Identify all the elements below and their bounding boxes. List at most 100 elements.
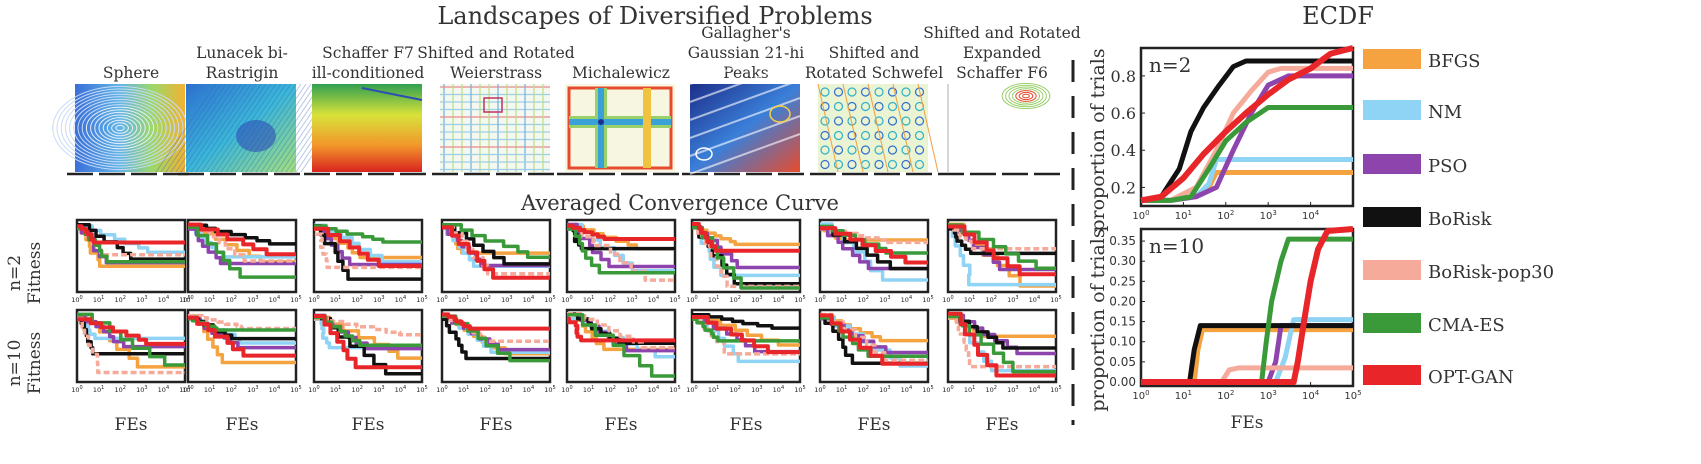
landscape-title-line: Shifted and Rotated (923, 24, 1080, 42)
curve-borisk-pop30-gallagher-contour-row1 (692, 223, 800, 289)
convergence-panel-schaffer-f6-contour-row2: 100 101 102 103 104 105 (942, 308, 1062, 394)
ecdf-section: n=2 0.2 0.4 0.6 0.8 100 101 102 103 104 n=10 0.00 0.… (1109, 45, 1362, 433)
curve-opt-gan-schwefel-contour-row1 (820, 226, 928, 265)
convergence-xtick-label: 100 (686, 385, 697, 394)
convergence-xtick-label: 105 (290, 385, 301, 394)
convergence-xtick-label: 101 (708, 385, 719, 394)
ecdf-ytick-label: 0.05 (1109, 355, 1136, 369)
ecdf-ytick-label: 0.4 (1111, 141, 1136, 160)
convergence-xtick-label: 100 (308, 385, 319, 394)
convergence-xtick-label: 104 (773, 385, 784, 394)
landscape-title-line: Sphere (103, 64, 159, 82)
ecdf-xlabel: FEs (1231, 413, 1264, 433)
convergence-xtick-label: 101 (93, 385, 104, 394)
landscape-schaffer-contour: Schaffer F7 ill-conditioned (304, 44, 428, 176)
convergence-xlabel: FEs (226, 415, 259, 435)
curve-opt-gan-schwefel-contour-row2 (820, 313, 928, 366)
landscape-title-line: ill-conditioned (312, 64, 425, 82)
ecdf-ylabel-bottom: proportion of trials (1087, 228, 1109, 411)
ecdf-xtick-label: 104 (1302, 389, 1320, 402)
curve-borisk-weierstrass-contour-row2 (442, 317, 550, 361)
convergence-panel-schaffer-contour-row1: 100 101 102 103 104 105 (308, 218, 428, 304)
convergence-xtick-label: 101 (708, 295, 719, 304)
landscape-title-line: Gallagher's (701, 24, 791, 42)
convergence-xtick-label: 104 (395, 295, 406, 304)
convergence-xtick-label: 100 (308, 295, 319, 304)
convergence-xtick-label: 103 (879, 385, 890, 394)
ecdf-series-cma-es (1141, 105, 1353, 203)
row-label-n2: n=2 Fitness (5, 242, 45, 305)
convergence-xtick-label: 101 (583, 385, 594, 394)
convergence-xtick-label: 104 (269, 295, 280, 304)
convergence-xtick-label: 102 (857, 385, 868, 394)
ecdf-ytick-label: 0.2 (1111, 178, 1136, 197)
curve-borisk-pop30-schaffer-contour-row1 (314, 225, 422, 270)
ecdf-title: ECDF (1302, 2, 1374, 30)
convergence-xtick-label: 100 (436, 295, 447, 304)
ecdf-ylabel-top: proportion of trials (1087, 48, 1109, 231)
ecdf-xtick-label: 102 (1217, 209, 1234, 222)
convergence-xtick-label: 102 (729, 295, 740, 304)
curve-borisk-pop30-lunacek-contour-row2 (188, 313, 296, 331)
curve-cma-es-weierstrass-contour-row2 (442, 314, 550, 363)
ecdf-panel-n10: n=10 0.00 0.05 0.10 0.15 0.20 0.25 0.30 0.35 100 1… (1109, 226, 1362, 402)
legend-label: OPT-GAN (1428, 367, 1514, 388)
convergence-xtick-label: 103 (247, 295, 258, 304)
convergence-xlabel: FEs (605, 415, 638, 435)
convergence-xtick-label: 105 (669, 385, 680, 394)
ecdf-xtick-label: 102 (1217, 389, 1234, 402)
ecdf-xtick-label: 103 (1260, 209, 1277, 222)
legend-swatch (1363, 154, 1421, 174)
convergence-xtick-label: 105 (179, 295, 190, 304)
ecdf-panel-n2: n=2 0.2 0.4 0.6 0.8 100 101 102 103 104 (1111, 45, 1355, 222)
convergence-xlabel: FEs (730, 415, 763, 435)
convergence-xtick-label: 105 (922, 385, 933, 394)
legend-swatch (1363, 49, 1421, 69)
landscape-title-line: Shifted and (829, 44, 920, 62)
ecdf-xtick-label: 100 (1132, 209, 1149, 222)
convergence-panel-michalewicz-contour-row2: 100 101 102 103 104 105 (561, 308, 681, 394)
curve-opt-gan-schaffer-contour-row2 (314, 314, 422, 370)
convergence-xtick-label: 105 (1050, 385, 1061, 394)
curve-borisk-pop30-schaffer-contour-row2 (314, 317, 422, 337)
landscape-section: Sphere Lunacek bi- Rastrigin Schaffer F7 ill… (52, 24, 1081, 176)
legend: BFGS NM PSO BoRisk BoRisk-pop30 CMA-ES OPT-GAN (1363, 49, 1554, 388)
convergence-panel-gallagher-contour-row2: 100 101 102 103 104 105 (686, 308, 806, 394)
convergence-xlabel: FEs (986, 415, 1019, 435)
curve-nm-schaffer-f6-contour-row1 (948, 224, 1056, 287)
legend-item-borisk: BoRisk (1363, 207, 1493, 230)
curve-cma-es-gallagher-contour-row2 (692, 317, 800, 343)
ecdf-panel-label: n=2 (1149, 53, 1191, 77)
convergence-xtick-label: 102 (225, 385, 236, 394)
convergence-xtick-label: 102 (114, 295, 125, 304)
convergence-xtick-label: 101 (836, 385, 847, 394)
convergence-xtick-label: 103 (626, 295, 637, 304)
convergence-xtick-label: 101 (964, 295, 975, 304)
curve-cma-es-michalewicz-contour-row1 (567, 227, 675, 275)
curve-cma-es-schaffer-contour-row2 (314, 315, 422, 348)
convergence-xtick-label: 104 (523, 295, 534, 304)
curve-borisk-pop30-weierstrass-contour-row1 (442, 223, 550, 276)
ecdf-panel-label: n=10 (1149, 234, 1204, 258)
convergence-xtick-label: 102 (351, 385, 362, 394)
convergence-xtick-label: 100 (182, 385, 193, 394)
convergence-xtick-label: 105 (544, 295, 555, 304)
landscape-title-line: Rotated Schwefel (805, 64, 943, 82)
curve-opt-gan-lunacek-contour-row1 (188, 222, 296, 257)
row-label-n10-n: n=10 (5, 340, 25, 387)
convergence-xtick-label: 102 (114, 385, 125, 394)
convergence-xtick-label: 100 (942, 295, 953, 304)
curve-pso-sphere-contour-row2 (77, 314, 185, 349)
convergence-xlabel: FEs (352, 415, 385, 435)
legend-item-opt-gan: OPT-GAN (1363, 365, 1514, 388)
convergence-xtick-label: 104 (648, 295, 659, 304)
convergence-xtick-label: 101 (93, 295, 104, 304)
landscape-title-line: Shifted and Rotated (417, 44, 574, 62)
curve-opt-gan-sphere-contour-row2 (77, 317, 185, 346)
convergence-xtick-label: 102 (985, 385, 996, 394)
landscape-lunacek-contour: Lunacek bi- Rastrigin (155, 44, 362, 176)
curve-cma-es-lunacek-contour-row1 (188, 225, 296, 279)
legend-item-pso: PSO (1363, 154, 1467, 177)
convergence-panel-sphere-contour-row2: 100 101 102 103 104 105 (71, 308, 191, 394)
landscape-title-line: Weierstrass (450, 64, 542, 82)
